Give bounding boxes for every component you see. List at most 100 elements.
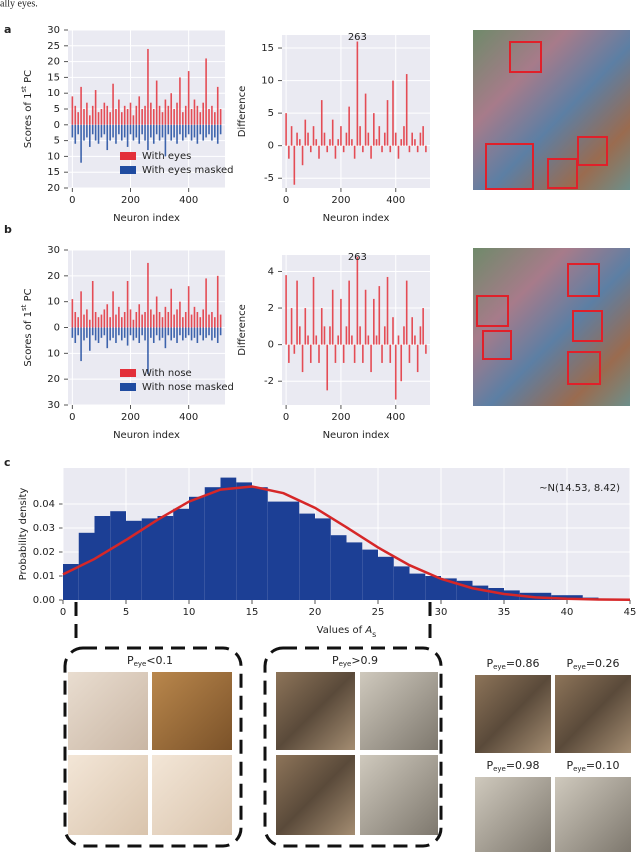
bar [202, 327, 204, 341]
bar [383, 326, 386, 345]
histogram-bar [299, 513, 315, 600]
bar [167, 105, 170, 125]
bar [184, 105, 187, 125]
legend-label: With eyes [142, 151, 191, 162]
bar [150, 309, 152, 328]
bar [74, 327, 77, 343]
bar [320, 100, 323, 146]
bar [144, 312, 146, 328]
bar [288, 145, 290, 159]
histogram-bar [189, 496, 205, 600]
bar [190, 314, 193, 328]
y-tick-label: 2 [268, 303, 274, 314]
bar [323, 326, 326, 345]
bar [362, 344, 364, 363]
bar [216, 124, 219, 144]
bar [353, 145, 356, 159]
bar [416, 145, 419, 153]
bar [80, 291, 82, 328]
bar [293, 344, 296, 354]
x-axis-label: Neuron index [323, 430, 390, 441]
bar [362, 145, 364, 153]
bar [205, 58, 207, 125]
bar [386, 276, 389, 345]
bar [89, 124, 91, 147]
bar [86, 309, 88, 328]
bar [129, 327, 132, 336]
bar [176, 124, 178, 144]
group-box [63, 646, 243, 848]
x-axis-label-part: A [364, 625, 372, 636]
bar [214, 327, 216, 338]
photo [276, 755, 355, 835]
bar [214, 112, 216, 125]
bar [397, 145, 400, 159]
bar [83, 314, 85, 328]
legend-label: With nose masked [142, 382, 234, 393]
bar [100, 124, 103, 138]
bar [296, 280, 298, 345]
bar [71, 96, 74, 125]
bar [208, 109, 210, 125]
bar [144, 105, 146, 125]
bar [216, 327, 219, 343]
bar [100, 327, 103, 338]
caption-sub: eye [493, 663, 506, 671]
x-axis-label: Neuron index [323, 213, 390, 224]
bar [199, 112, 202, 125]
y-tick-label: 30 [47, 25, 60, 36]
bar [167, 312, 170, 328]
bar [340, 126, 342, 146]
x-tick-label: 400 [386, 412, 405, 423]
histogram-bar [567, 595, 583, 600]
caption-p: P [566, 657, 573, 670]
x-tick-label: 0 [283, 412, 289, 423]
bar [118, 327, 120, 336]
feature-map-image [473, 30, 630, 190]
bar [71, 327, 74, 338]
bar [132, 327, 135, 341]
panel-label: b [4, 223, 12, 236]
x-tick-label: 200 [121, 195, 140, 206]
bar [109, 317, 111, 328]
y-tick-label: 0.00 [33, 595, 55, 606]
histogram-bar [126, 520, 142, 600]
y-tick-label: 20 [47, 57, 60, 68]
bar [120, 124, 123, 141]
bar [208, 314, 210, 328]
bar [129, 124, 132, 135]
bar [150, 102, 152, 125]
bar [211, 312, 213, 328]
fit-curve [62, 485, 631, 602]
photo [555, 777, 631, 852]
bar [320, 308, 323, 345]
bar [158, 312, 161, 328]
bar [403, 126, 405, 146]
bar [301, 344, 304, 373]
bar [392, 80, 394, 146]
bar [129, 102, 132, 125]
bar [394, 344, 397, 400]
bar [150, 327, 152, 338]
bar [184, 327, 187, 338]
bar [152, 109, 155, 125]
bar [77, 124, 79, 135]
bar [118, 99, 120, 125]
bar [315, 139, 318, 146]
bar [135, 124, 138, 138]
x-tick-label: 0 [69, 412, 75, 423]
bar [202, 124, 204, 141]
bar [126, 109, 129, 125]
y-axis-label-part: PC [23, 288, 34, 304]
legend-swatch [120, 383, 136, 391]
bar [359, 126, 361, 146]
bar [422, 126, 424, 146]
y-tick-label: 25 [47, 41, 60, 52]
bar [304, 119, 307, 146]
image-grid [68, 672, 631, 852]
bar [288, 344, 290, 363]
bar [214, 317, 216, 328]
bar [141, 109, 143, 125]
bar [173, 314, 175, 328]
